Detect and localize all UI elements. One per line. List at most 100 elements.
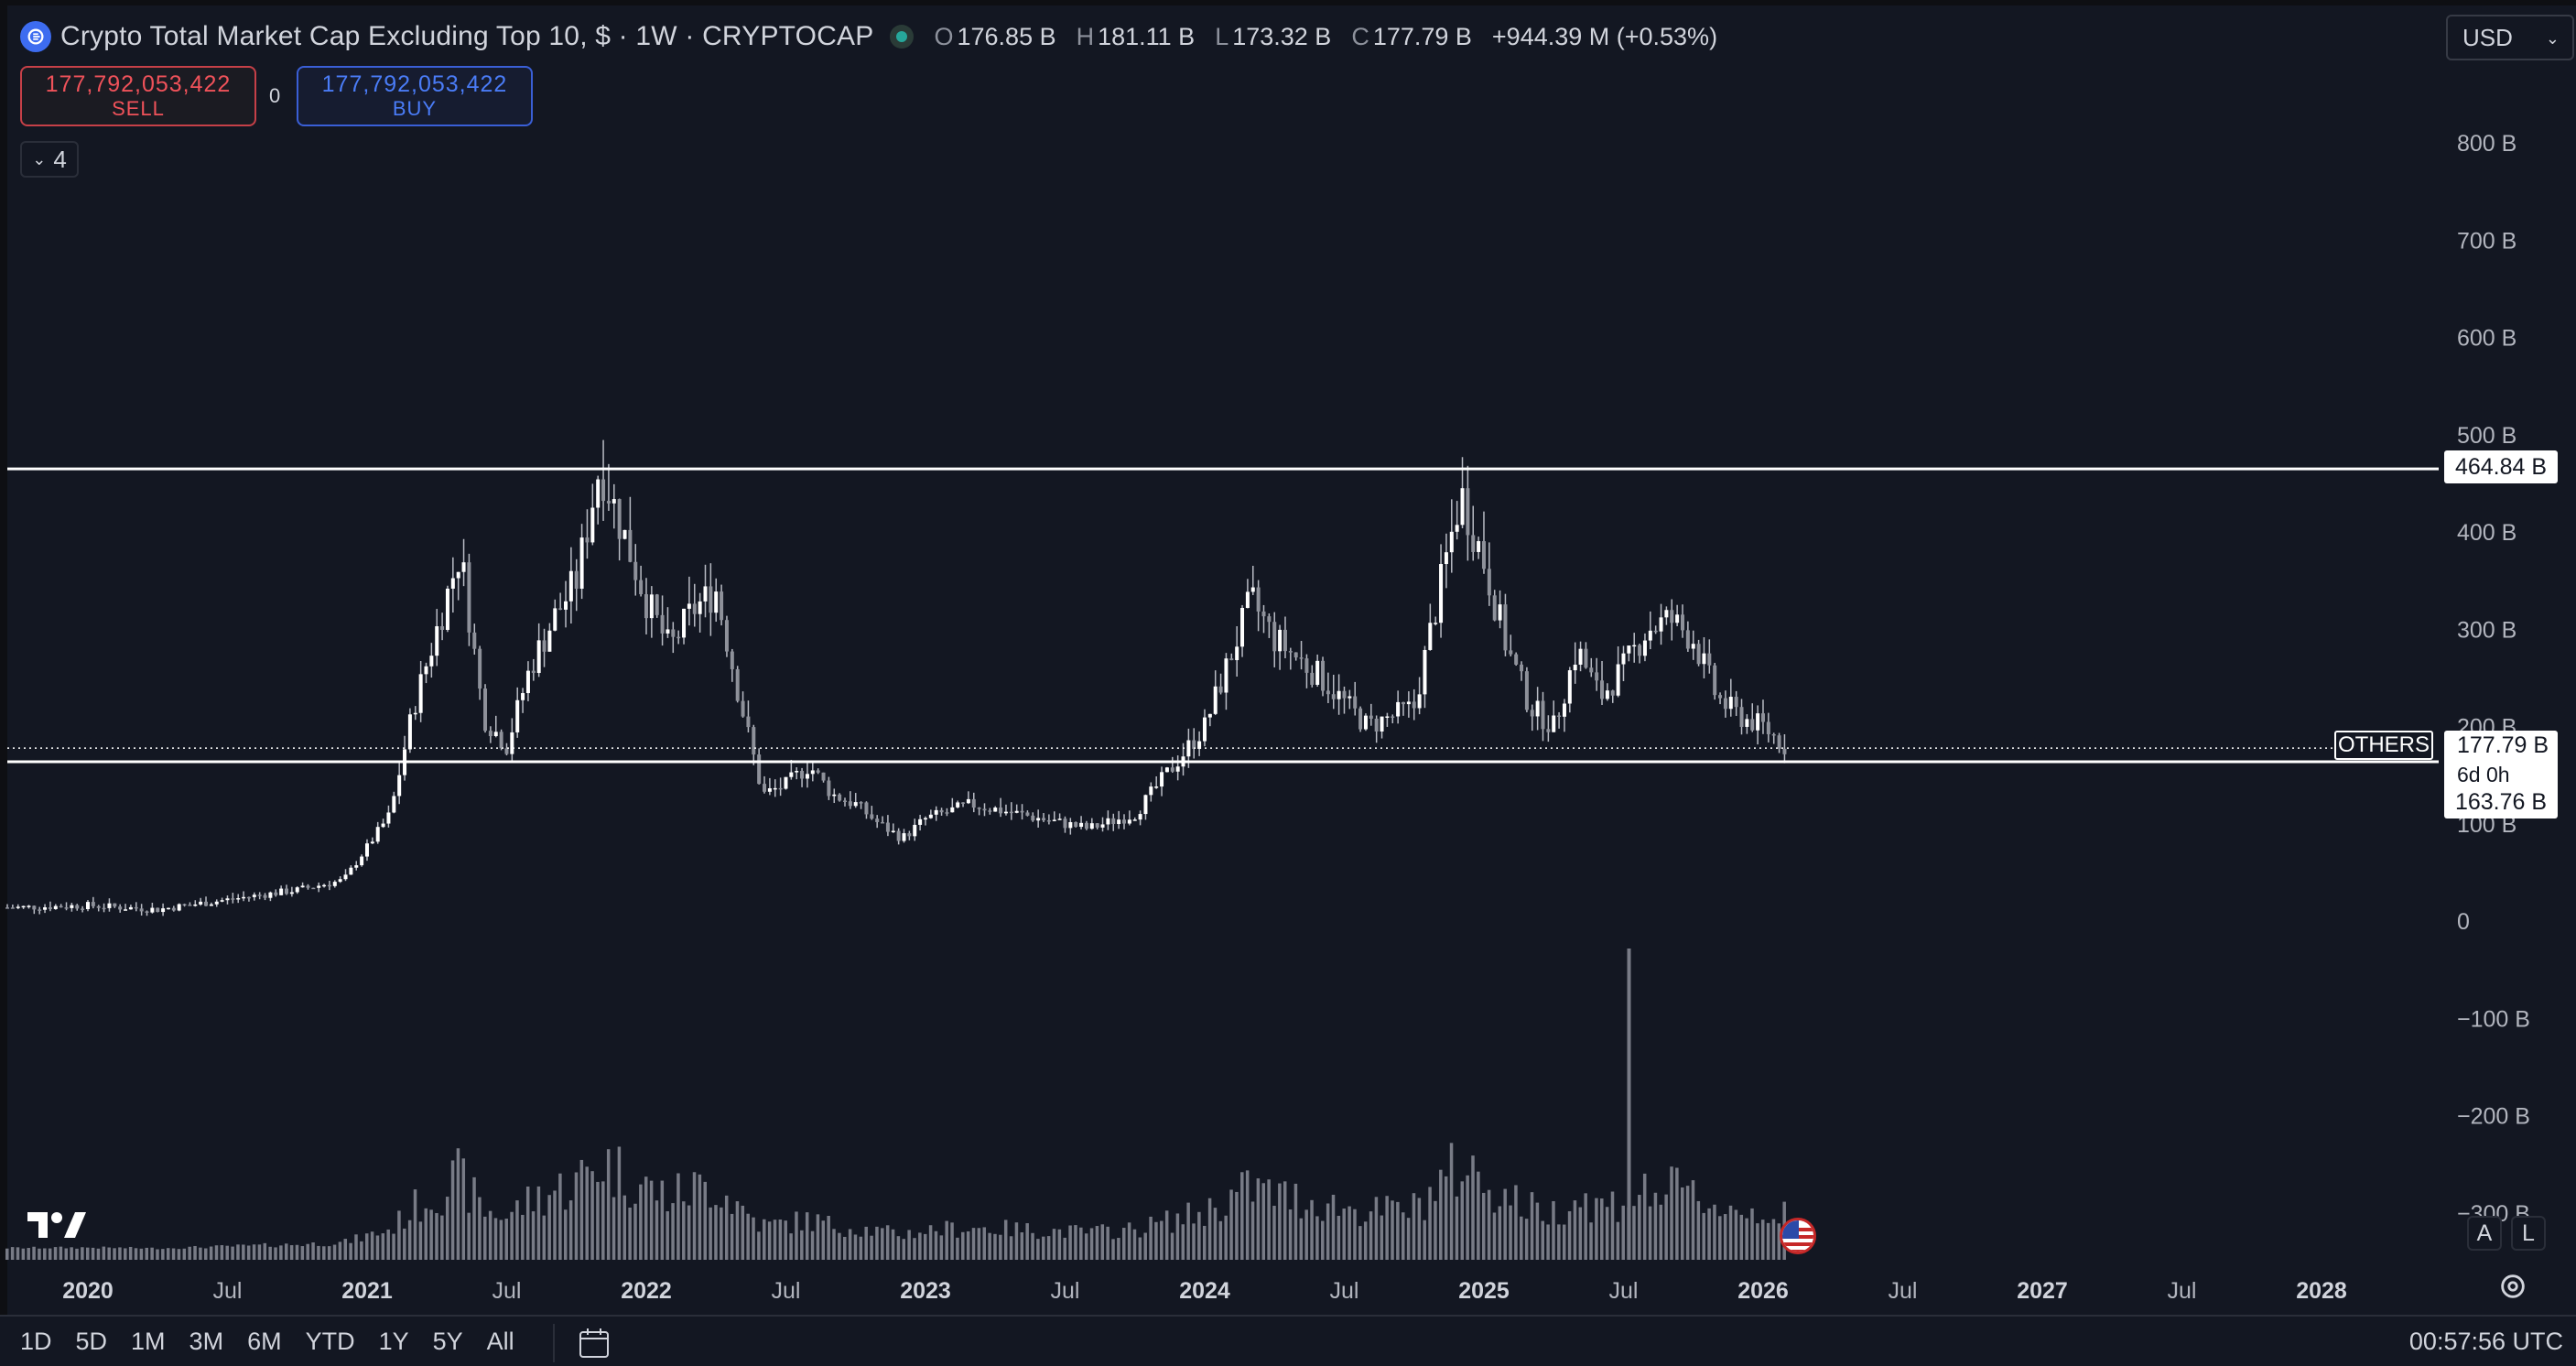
candle-body	[612, 499, 616, 504]
candle-body	[392, 796, 396, 813]
candle-body	[1256, 587, 1261, 612]
candle-body	[763, 784, 767, 792]
sell-price: 177,792,053,422	[45, 71, 232, 98]
candle-body	[193, 904, 198, 906]
candle-body	[96, 905, 101, 908]
range-5d-button[interactable]: 5D	[75, 1328, 108, 1355]
horizontal-levels[interactable]	[7, 467, 2439, 764]
sell-button[interactable]: 177,792,053,422 SELL	[20, 66, 256, 126]
volume-bar	[1391, 1200, 1394, 1260]
auto-scale-button[interactable]: A	[2467, 1216, 2502, 1251]
candle-body	[1207, 713, 1212, 718]
volume-bar	[209, 1246, 213, 1260]
time-axis-label: 2024	[1179, 1278, 1230, 1304]
candle-body	[43, 906, 48, 910]
candle-body	[885, 822, 890, 832]
candle-body	[16, 906, 20, 908]
candle-body	[1546, 729, 1551, 732]
volume-bar	[1562, 1224, 1566, 1260]
time-axis-label: 2028	[2296, 1278, 2347, 1304]
range-ytd-button[interactable]: YTD	[305, 1328, 355, 1355]
volume-bar	[1042, 1236, 1045, 1260]
volume-bar	[1245, 1170, 1250, 1260]
indicators-toggle-button[interactable]: ⌄ 4	[20, 141, 79, 178]
volume-bar	[493, 1218, 498, 1260]
time-axis-label: Jul	[2168, 1278, 2197, 1304]
volume-bar	[553, 1190, 557, 1260]
volume-bar	[27, 1248, 30, 1260]
volume-bar	[1460, 1181, 1465, 1260]
range-1y-button[interactable]: 1Y	[378, 1328, 409, 1355]
candle-body	[923, 818, 927, 820]
candle-body	[85, 902, 90, 910]
candle-body	[327, 884, 331, 887]
currency-select[interactable]: USD ⌄	[2446, 15, 2574, 60]
volume-bar	[64, 1248, 69, 1260]
candle-body	[1423, 649, 1427, 695]
range-5y-button[interactable]: 5Y	[432, 1328, 463, 1355]
candle-body	[1685, 630, 1690, 649]
resistance-level-badge[interactable]: 464.84 B	[2444, 450, 2558, 483]
settings-icon[interactable]	[2497, 1271, 2528, 1302]
volume-bar	[531, 1211, 536, 1260]
calendar-goto-icon[interactable]	[577, 1328, 613, 1361]
buy-button[interactable]: 177,792,053,422 BUY	[297, 66, 533, 126]
tradingview-logo-icon[interactable]	[27, 1209, 88, 1241]
volume-bar	[118, 1247, 122, 1260]
candle-body	[450, 578, 455, 589]
candle-body	[1648, 630, 1652, 641]
range-3m-button[interactable]: 3M	[189, 1328, 224, 1355]
volume-bar	[236, 1244, 240, 1260]
cryptocap-logo-icon[interactable]	[20, 21, 51, 52]
support-level-badge[interactable]: 163.76 B	[2444, 786, 2558, 819]
us-flag-icon[interactable]	[1780, 1218, 1816, 1254]
candle-body	[1659, 617, 1663, 632]
volume-bar	[1337, 1215, 1341, 1260]
volume-bar	[504, 1219, 508, 1260]
volume-bar	[1143, 1232, 1147, 1260]
candle-body	[1557, 715, 1562, 718]
volume-bar	[1541, 1220, 1544, 1260]
candle-body	[102, 907, 106, 910]
volume-bar	[252, 1244, 256, 1260]
volume-bar	[1498, 1206, 1502, 1260]
volume-bar	[156, 1249, 159, 1260]
price-change: +944.39 M (+0.53%)	[1491, 22, 1718, 50]
candle-body	[1363, 715, 1368, 730]
volume-bar	[450, 1160, 455, 1260]
candle-body	[1681, 614, 1684, 631]
range-1d-button[interactable]: 1D	[20, 1328, 52, 1355]
symbol-title[interactable]: Crypto Total Market Cap Excluding Top 10…	[60, 21, 874, 51]
candle-body	[1739, 707, 1744, 727]
candle-body	[300, 885, 305, 888]
candle-body	[64, 907, 69, 909]
candle-body	[1240, 608, 1245, 647]
candle-body	[231, 898, 235, 900]
candle-body	[1079, 822, 1084, 828]
candle-body	[1342, 690, 1347, 699]
candle-body	[1014, 810, 1019, 813]
candle-body	[1293, 652, 1298, 658]
candle-body	[579, 537, 584, 590]
time-axis-label: 2026	[1737, 1278, 1789, 1304]
candle-body	[1149, 786, 1153, 796]
volume-bar	[1385, 1196, 1389, 1260]
volume-bar	[1552, 1200, 1555, 1260]
candle-body	[1514, 654, 1519, 665]
range-all-button[interactable]: All	[486, 1328, 514, 1355]
range-6m-button[interactable]: 6M	[247, 1328, 282, 1355]
volume-bar	[403, 1228, 406, 1260]
candle-body	[709, 586, 713, 613]
range-1m-button[interactable]: 1M	[131, 1328, 166, 1355]
candle-body	[1498, 604, 1502, 621]
candle-body	[832, 794, 837, 797]
candle-body	[730, 651, 734, 669]
candle-body	[1466, 488, 1470, 536]
log-scale-button[interactable]: L	[2511, 1216, 2546, 1251]
time-axis[interactable]: 2020 Jul 2021 Jul 2022 Jul 2023 Jul 2024 Jul 2025 J…	[62, 1278, 2347, 1304]
volume-bar	[413, 1189, 417, 1260]
candle-body	[1728, 697, 1733, 710]
utc-clock[interactable]: 00:57:56 UTC	[2408, 1328, 2563, 1355]
